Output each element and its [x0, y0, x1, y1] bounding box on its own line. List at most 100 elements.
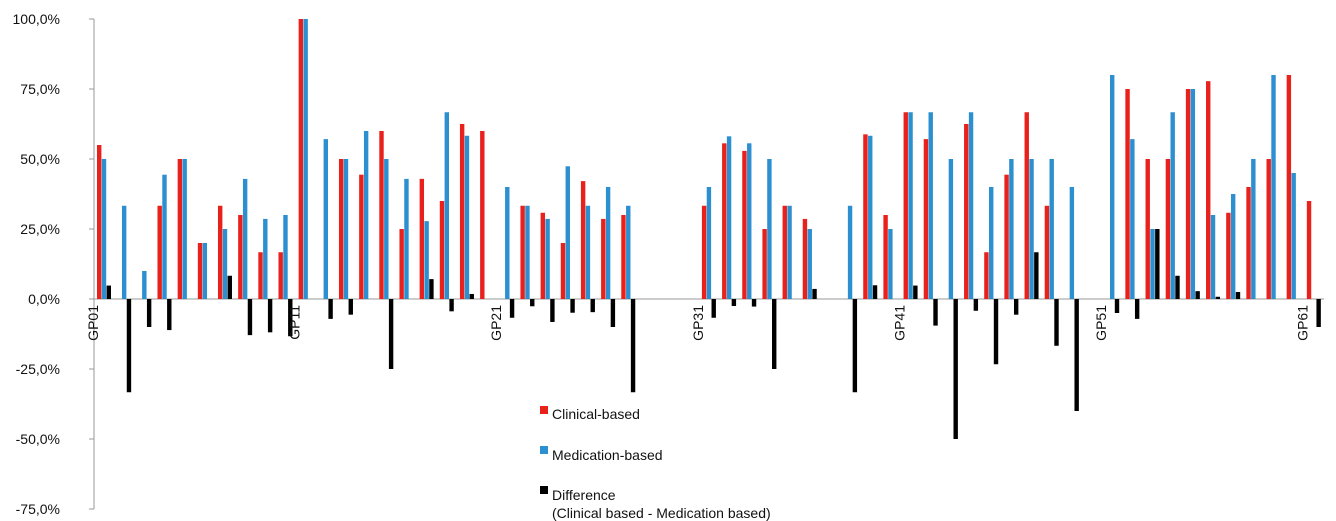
bar-medication: [968, 112, 974, 300]
bar-clinical: [782, 205, 787, 299]
bar-medication: [1150, 229, 1155, 299]
bar-clinical: [1226, 212, 1231, 299]
bar-difference: [1074, 299, 1079, 411]
bar-medication: [242, 178, 248, 299]
bar-medication: [1130, 139, 1135, 299]
category-label: GP61: [1295, 305, 1311, 341]
y-tick-label: 75,0%: [20, 81, 60, 97]
bar-medication: [565, 166, 570, 299]
category-label: GP11: [287, 305, 303, 340]
category-label: GP31: [690, 305, 706, 341]
bar-difference: [913, 285, 918, 299]
bar-clinical: [459, 124, 465, 299]
bar-medication: [1271, 75, 1276, 299]
bar-difference: [610, 299, 616, 327]
bar-difference: [1134, 299, 1140, 319]
category-label: GP51: [1093, 305, 1109, 341]
bar-clinical: [258, 252, 263, 299]
bar-medication: [323, 139, 328, 299]
bar-clinical: [984, 252, 989, 299]
legend-label-difference: Difference: [552, 487, 616, 503]
bar-difference: [751, 299, 757, 307]
bar-clinical: [217, 205, 223, 299]
bar-medication: [525, 205, 530, 299]
bar-medication: [948, 159, 954, 299]
bar-difference: [146, 299, 152, 327]
bar-difference: [126, 299, 132, 393]
y-tick-label: 50,0%: [20, 151, 60, 167]
legend-swatch-difference: [540, 486, 548, 494]
bar-difference: [590, 299, 595, 313]
bar-medication: [908, 112, 913, 300]
bar-clinical: [1125, 89, 1130, 299]
bar-clinical: [439, 201, 445, 299]
bar-medication: [121, 205, 127, 299]
y-tick-label: -50,0%: [16, 431, 60, 447]
bar-clinical: [379, 131, 384, 299]
y-ticks: 100,0% 75,0% 50,0% 25,0% 0,0% -25,0% -50,0% -75…: [13, 11, 94, 517]
bar-clinical: [580, 181, 586, 299]
bar-medication: [162, 174, 167, 299]
legend-swatch-clinical: [540, 406, 548, 414]
bar-difference: [852, 299, 858, 393]
bar-difference: [1215, 296, 1221, 299]
bar-difference: [812, 288, 817, 299]
legend-label-medication: Medication-based: [552, 447, 663, 463]
bar-clinical: [1165, 159, 1171, 299]
bar-clinical: [1306, 201, 1312, 299]
bar-medication: [343, 159, 349, 299]
bar-clinical: [1266, 159, 1271, 299]
bar-difference: [953, 299, 958, 439]
bar-clinical: [419, 178, 425, 299]
bar-clinical: [621, 215, 626, 299]
bar-clinical: [359, 174, 364, 299]
bar-medication: [1251, 159, 1256, 299]
bar-medication: [303, 19, 308, 299]
y-tick-label: 25,0%: [20, 221, 60, 237]
bar-medication: [1170, 112, 1175, 300]
bar-medication: [1190, 89, 1196, 299]
bar-difference: [1054, 299, 1059, 346]
bar-difference: [267, 299, 273, 333]
bar-clinical: [238, 215, 243, 299]
bar-clinical: [399, 229, 404, 299]
bar-clinical: [1024, 112, 1029, 300]
bar-difference: [449, 299, 454, 312]
bar-medication: [424, 221, 429, 299]
bar-clinical: [802, 218, 808, 299]
bar-clinical: [1044, 205, 1050, 299]
bar-difference: [509, 299, 515, 318]
bar-medication: [585, 205, 591, 299]
legend-label-difference-detail: (Clinical based - Medication based): [552, 505, 771, 521]
bar-medication: [142, 271, 147, 299]
bar-difference: [167, 299, 172, 331]
bar-medication: [283, 215, 288, 299]
bars: [97, 19, 1321, 439]
bar-medication: [1009, 159, 1014, 299]
bar-clinical: [923, 139, 929, 299]
bar-clinical: [540, 212, 546, 299]
bar-medication: [545, 218, 550, 299]
bar-medication: [1210, 215, 1216, 299]
bar-medication: [384, 159, 389, 299]
bar-clinical: [601, 218, 606, 299]
bar-difference: [469, 293, 474, 299]
bar-difference: [1034, 252, 1039, 299]
bar-clinical: [480, 131, 485, 299]
bar-medication: [1230, 194, 1236, 299]
bar-clinical: [560, 243, 566, 299]
legend: Clinical-based Medication-based Differen…: [540, 406, 771, 521]
bar-medication: [706, 187, 712, 299]
bar-difference: [872, 285, 878, 299]
bar-medication: [444, 112, 449, 300]
bar-medication: [363, 131, 369, 299]
bar-clinical: [762, 229, 767, 299]
y-tick-label: 0,0%: [28, 291, 60, 307]
bar-difference: [550, 299, 555, 322]
bar-difference: [1175, 275, 1180, 299]
bar-medication: [222, 229, 228, 299]
bar-difference: [731, 299, 737, 306]
bar-difference: [1235, 292, 1241, 299]
bar-medication: [626, 205, 631, 299]
